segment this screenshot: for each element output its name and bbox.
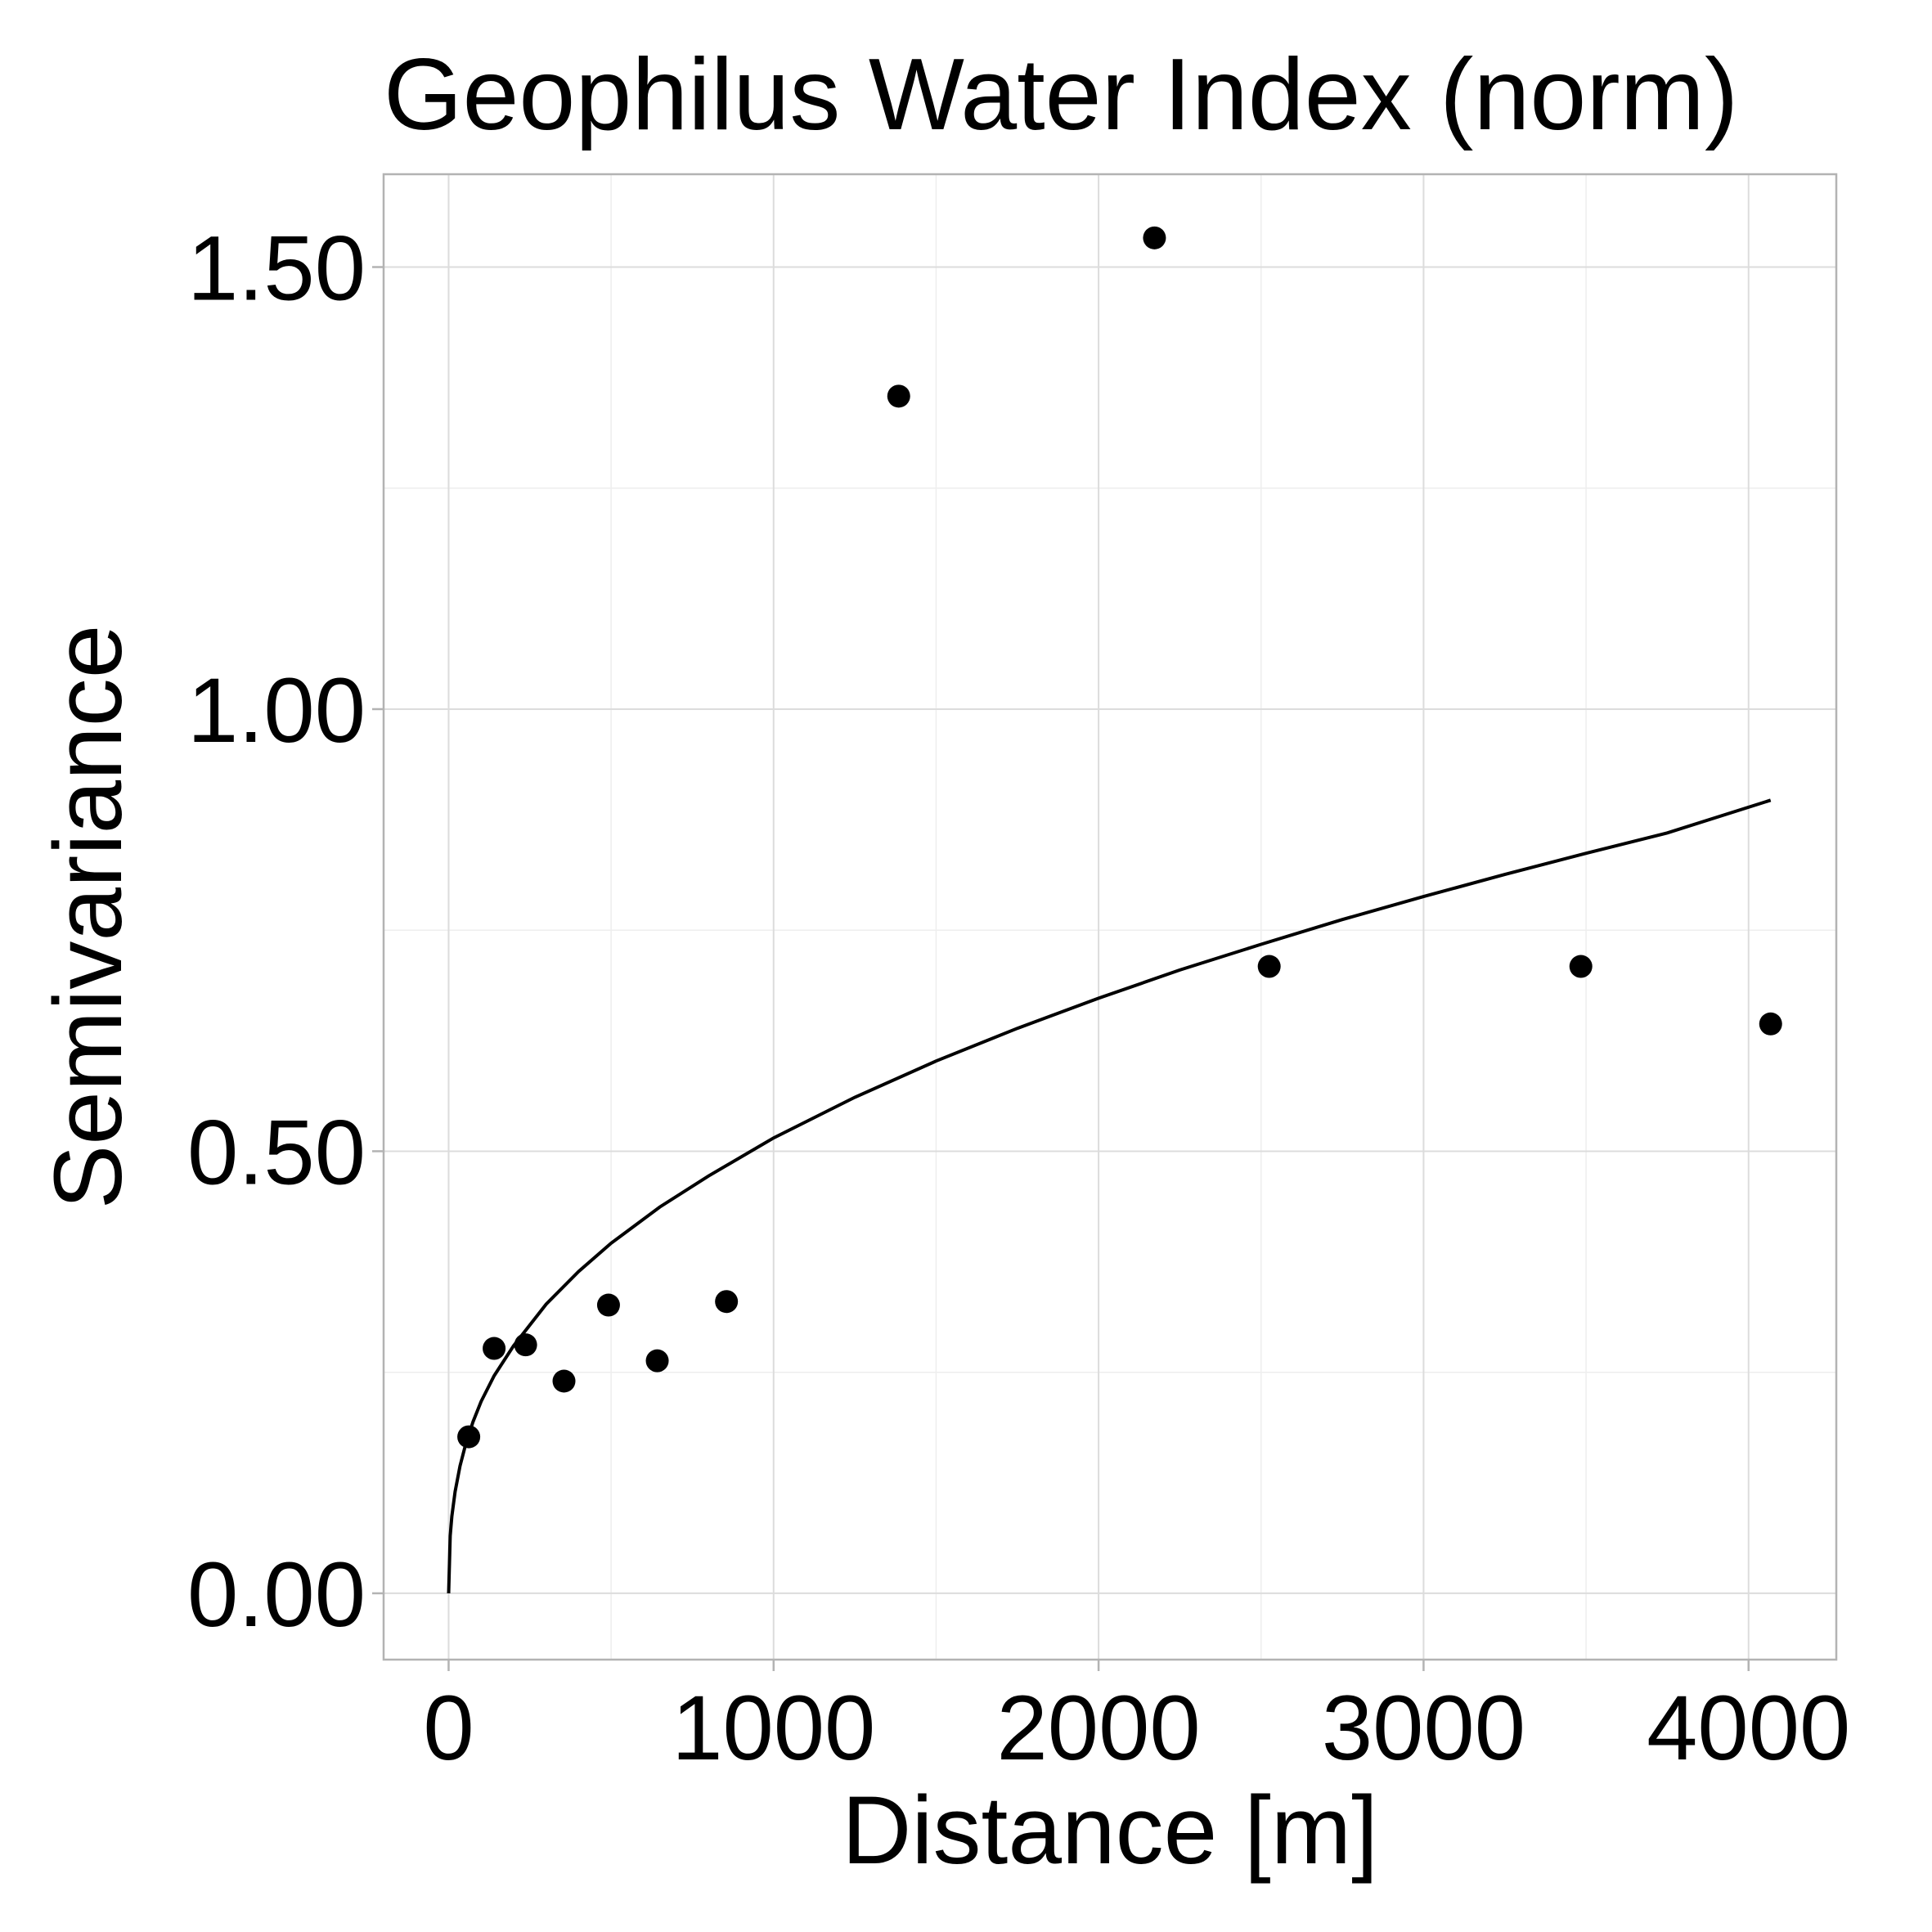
y-tick-label: 0.50: [187, 1101, 366, 1203]
y-tick-label: 1.50: [187, 218, 366, 320]
semivariance-point: [1257, 955, 1281, 978]
x-axis-title: Distance [m]: [842, 1777, 1378, 1885]
semivariance-point: [483, 1337, 506, 1360]
y-tick-label: 1.00: [187, 659, 366, 762]
x-tick-label: 3000: [1322, 1677, 1525, 1779]
fitted-model-curve: [447, 798, 1772, 1593]
semivariance-point: [1569, 955, 1593, 978]
x-axis-ticks: 0 1000 2000 3000 4000: [423, 1660, 1850, 1779]
chart-title: Geophilus Water Index (norm): [384, 38, 1738, 151]
semivariance-point: [514, 1333, 537, 1357]
x-tick-label: 1000: [672, 1677, 875, 1779]
semivariance-point: [645, 1349, 669, 1373]
y-tick-label: 0.00: [187, 1543, 366, 1646]
plot-panel-border: [382, 173, 1838, 1661]
x-tick-label: 0: [423, 1677, 474, 1779]
x-tick-label: 2000: [997, 1677, 1201, 1779]
y-axis-ticks: 0.00 0.50 1.00 1.50: [187, 218, 384, 1646]
semivariance-point: [715, 1290, 739, 1314]
x-tick-label: 4000: [1647, 1677, 1850, 1779]
semivariance-point: [1759, 1012, 1782, 1036]
minor-gridlines: [384, 174, 1836, 1660]
semivariance-point: [887, 384, 910, 408]
semivariance-point: [552, 1369, 576, 1393]
semivariance-point: [596, 1293, 620, 1317]
fitted-model-layer: [447, 798, 1772, 1593]
semivariance-point: [457, 1425, 481, 1449]
y-axis-title: Semivariance: [34, 625, 142, 1210]
points-layer: [457, 226, 1782, 1449]
major-gridlines: [384, 174, 1836, 1660]
semivariance-point: [1143, 226, 1166, 249]
